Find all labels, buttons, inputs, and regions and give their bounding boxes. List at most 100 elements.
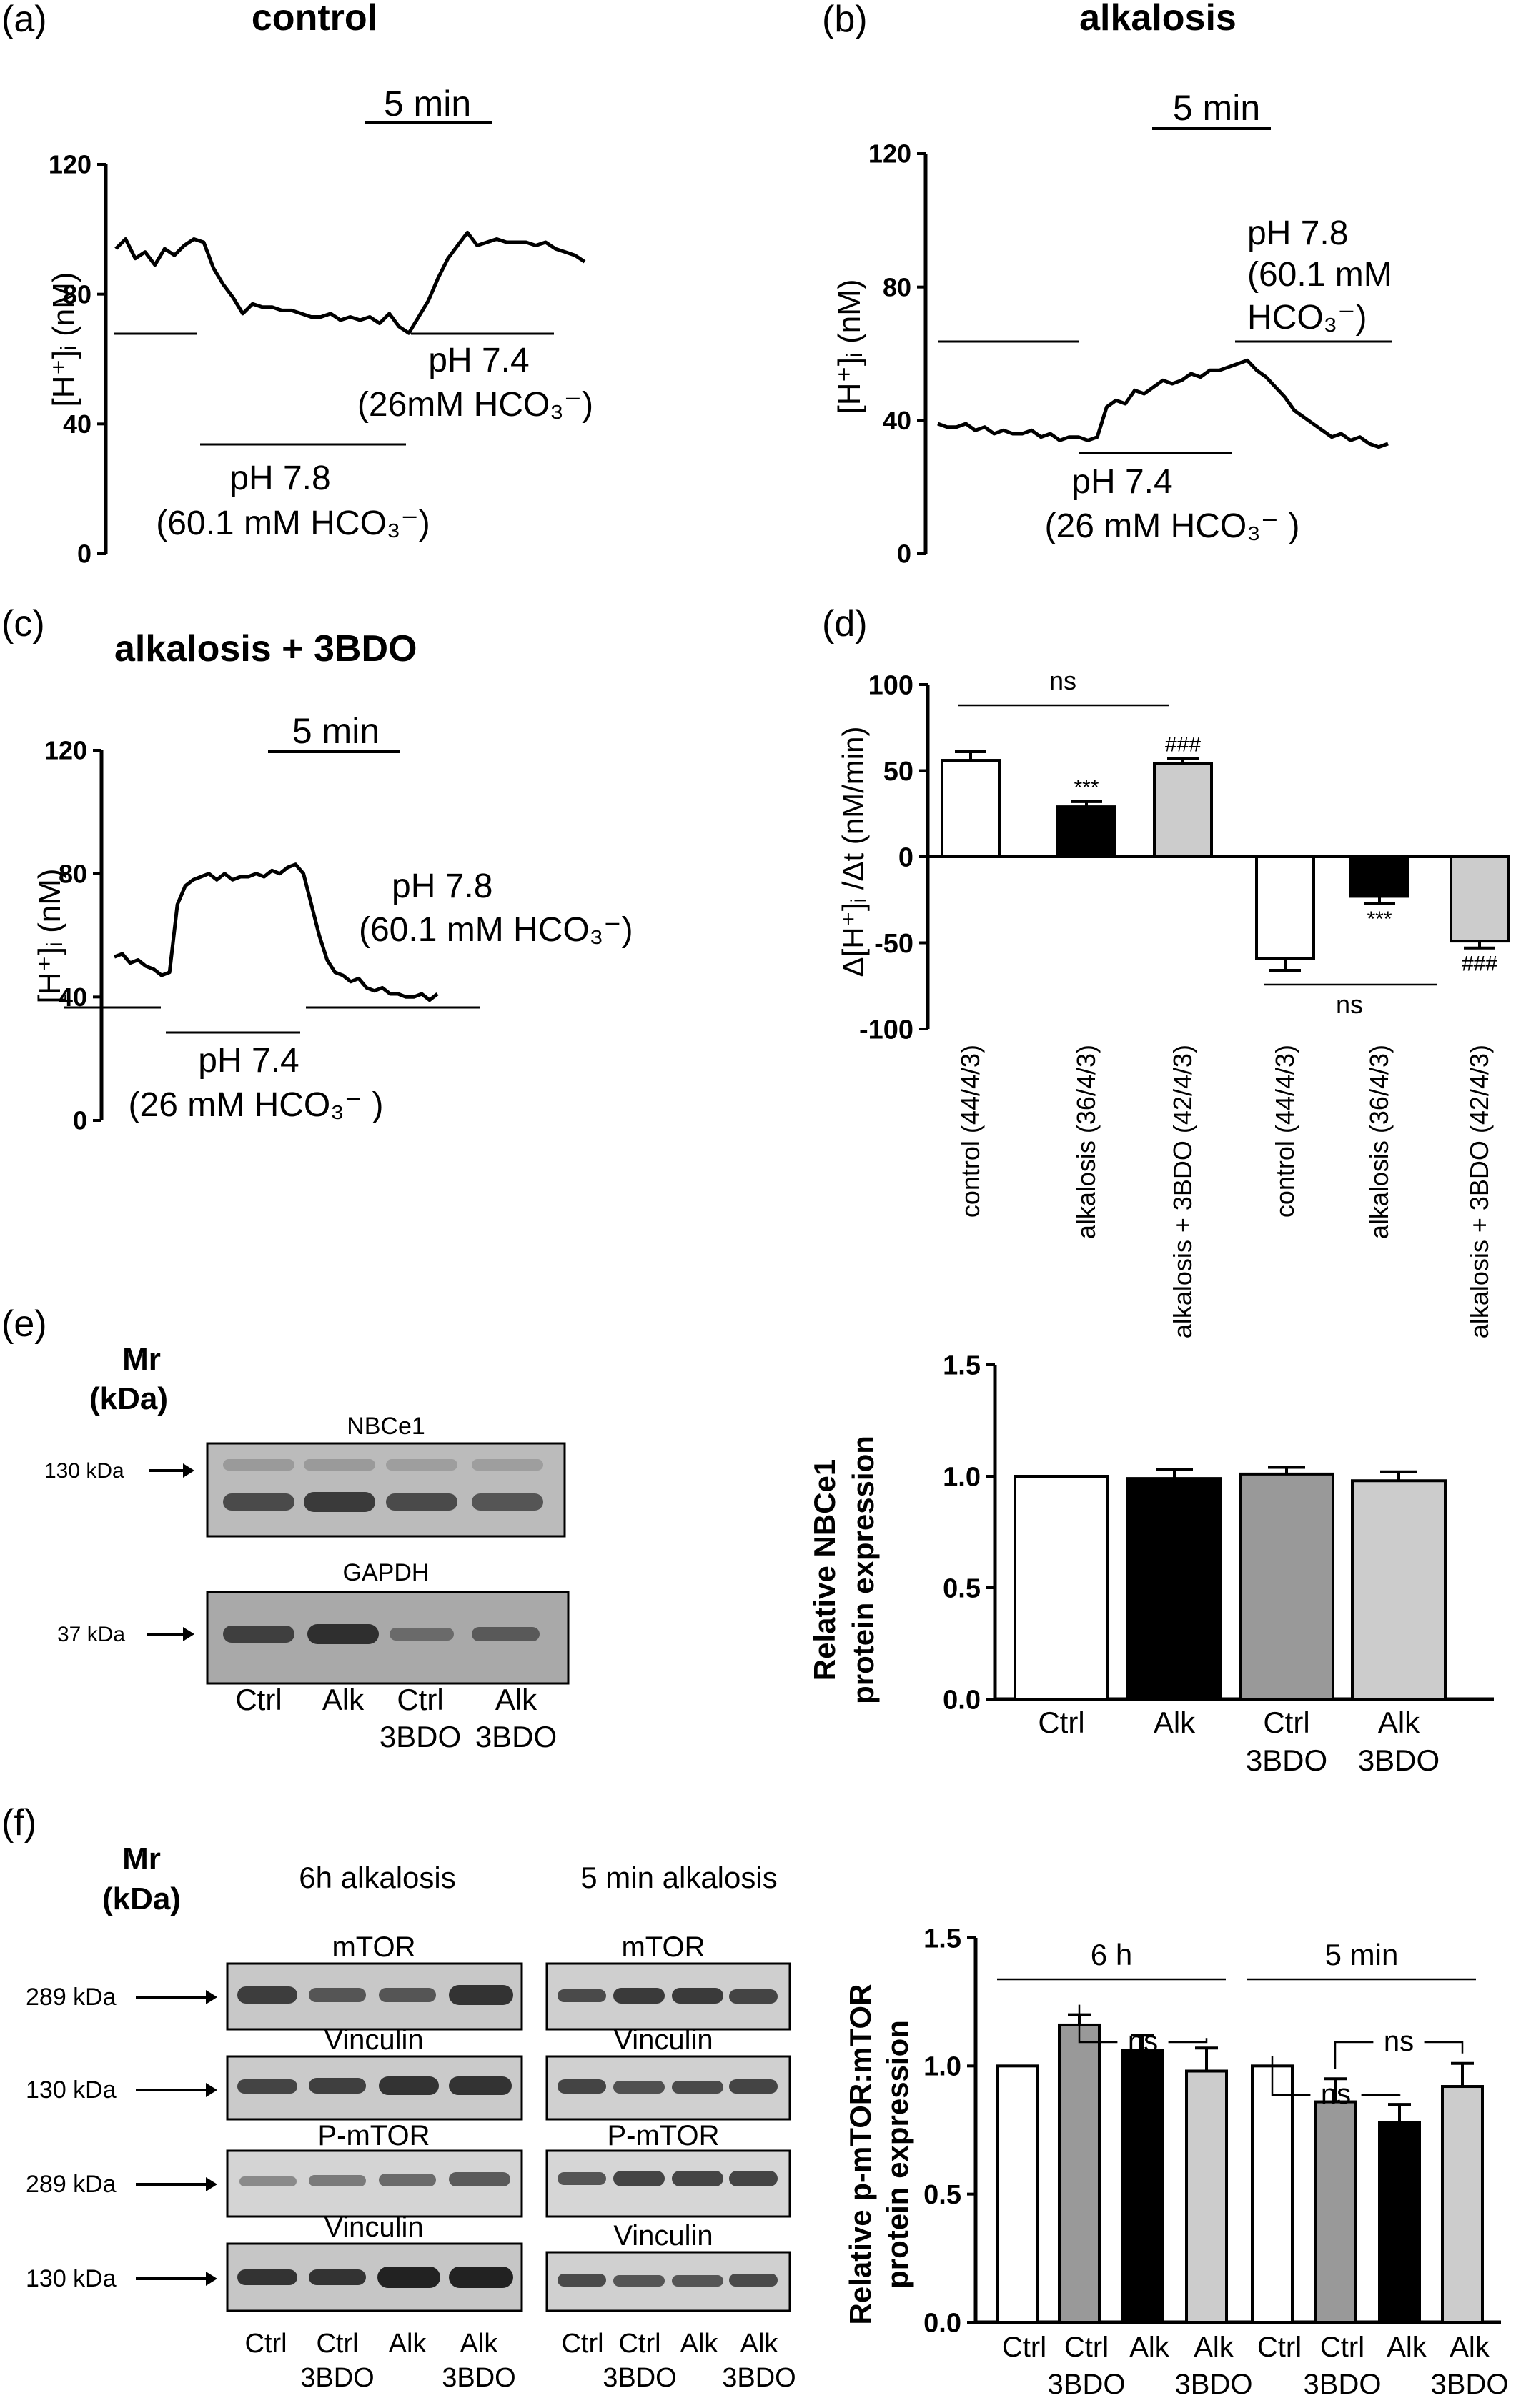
panel-f-ns-bracket-right xyxy=(1424,2041,1464,2054)
panel-c-ann1-line2: (26 mM HCO₃⁻ ) xyxy=(129,1086,384,1124)
panel-d-significance: ### xyxy=(1165,733,1201,757)
panel-f-label-mtor-2: mTOR xyxy=(621,1931,705,1963)
panel-f-lane3-5min: Alk xyxy=(680,2329,719,2359)
panel-f-category-label-2: 3BDO xyxy=(1175,2369,1253,2400)
panel-e-category-label-2: 3BDO xyxy=(1246,1743,1327,1777)
panel-e: (e) Mr (kDa) NBCe1 130 kDa GAPDH 3 xyxy=(1,1303,1494,1777)
panel-c-trace xyxy=(114,862,439,1002)
panel-f-lane4-5min-l2: 3BDO xyxy=(722,2363,796,2393)
panel-b: (b) alkalosis 5 min [H⁺]ᵢ (nM) 04080120 … xyxy=(822,0,1392,569)
panel-b-ann1-line1: pH 7.4 xyxy=(1071,463,1172,501)
panel-f-category-label: Alk xyxy=(1194,2332,1234,2363)
panel-f-bar xyxy=(1251,2064,1294,2324)
panel-e-category-label: Alk xyxy=(1378,1706,1420,1739)
panel-e-blot1-label: NBCe1 xyxy=(347,1413,425,1440)
panel-f-bar xyxy=(1058,2023,1101,2324)
panel-e-lane3-l1: Ctrl xyxy=(397,1683,443,1716)
panel-c-y-tick-label: 120 xyxy=(44,736,87,765)
panel-f-bracket-5min: 5 min xyxy=(1325,1938,1399,1971)
panel-a-ann2-line2: (26mM HCO₃⁻) xyxy=(357,386,593,424)
panel-e-ylabel-line2: protein expression xyxy=(846,1436,880,1704)
panel-a-scale-label: 5 min xyxy=(384,84,471,124)
panel-f-ns-label: ns xyxy=(1128,2026,1158,2057)
panel-b-ann2-line1: pH 7.8 xyxy=(1247,214,1348,252)
panel-d-y-tick-label: 50 xyxy=(883,757,913,787)
panel-f-category-label-2: 3BDO xyxy=(1431,2369,1509,2400)
panel-f-marker-3: 289 kDa xyxy=(26,2171,117,2198)
panel-f-bar xyxy=(996,2064,1039,2324)
panel-d-bars: *** ### *** ### control (44/4/3) alkalosis (3… xyxy=(928,733,1510,1338)
panel-f-lane3-6h: Alk xyxy=(389,2329,427,2359)
panel-f-lane4-6h-l2: 3BDO xyxy=(442,2363,515,2393)
panel-f-y-tick-label: 1.5 xyxy=(923,1924,961,1954)
panel-d-category-label: control (44/4/3) xyxy=(956,1045,985,1218)
panel-e-bar xyxy=(1126,1477,1222,1701)
panel-d-bar xyxy=(1056,805,1116,858)
panel-c-letter: (c) xyxy=(1,603,45,645)
panel-f-ns-label: ns xyxy=(1321,2079,1351,2110)
vinculin-blot-6h-2 xyxy=(226,2242,523,2312)
pmtor-blot-6h xyxy=(226,2149,523,2218)
panel-a-ylabel: [H⁺]ᵢ (nM) xyxy=(46,272,81,407)
panel-f-category-label: Alk xyxy=(1450,2332,1490,2363)
panel-f-category-label: Ctrl xyxy=(1320,2332,1364,2363)
panel-f-y-tick-label: 1.0 xyxy=(923,2052,961,2082)
panel-b-ylabel: [H⁺]ᵢ (nM) xyxy=(832,279,867,414)
panel-f-arrows xyxy=(136,1990,217,2286)
nbce1-blot xyxy=(206,1442,566,1538)
panel-d-ns-top: ns xyxy=(1049,666,1076,695)
panel-f-category-label: Ctrl xyxy=(1002,2332,1046,2363)
panel-f-ns-bracket-left xyxy=(1271,2056,1311,2096)
panel-d-y-tick-label: -100 xyxy=(859,1015,913,1045)
panel-b-y-tick-label: 0 xyxy=(897,539,911,569)
panel-c-y-tick-label: 0 xyxy=(73,1106,87,1135)
panel-e-y-tick-label: 0.0 xyxy=(943,1685,981,1715)
panel-e-arrow-1 xyxy=(149,1463,194,1478)
panel-e-mr-line2: (kDa) xyxy=(89,1381,168,1416)
panel-d-letter: (d) xyxy=(822,603,868,645)
pmtor-blot-5min xyxy=(545,2149,791,2218)
panel-a-letter: (a) xyxy=(1,0,47,40)
panel-f-category-label-2: 3BDO xyxy=(1304,2369,1382,2400)
panel-f-ns-bracket-left xyxy=(1078,2004,1118,2044)
panel-d-y-axis: 100 50 0 -50 -100 xyxy=(859,670,930,1045)
panel-a-trace xyxy=(114,230,586,335)
panel-b-letter: (b) xyxy=(822,0,868,40)
panel-f-ns-bracket-right xyxy=(1361,2094,1401,2096)
panel-a-title: control xyxy=(252,0,377,39)
panel-f-label-pmtor-2: P-mTOR xyxy=(607,2120,719,2151)
panel-e-category-label: Alk xyxy=(1154,1706,1196,1739)
panel-e-lane1-l1: Ctrl xyxy=(235,1683,282,1716)
panel-e-blot2-label: GAPDH xyxy=(343,1559,430,1586)
mtor-blot-6h xyxy=(226,1962,523,2031)
panel-e-y-tick-label: 1.5 xyxy=(943,1350,981,1380)
panel-d-bar xyxy=(1255,855,1315,960)
panel-c-y-tick-label: 80 xyxy=(59,859,87,888)
panel-f-ylabel-line1: Relative p-mTOR:mTOR xyxy=(843,1984,877,2325)
panel-c-ann2-line2: (60.1 mM HCO₃⁻) xyxy=(359,911,633,949)
panel-f-lane1-6h: Ctrl xyxy=(244,2329,287,2359)
panel-d-y-tick-label: 0 xyxy=(898,842,913,872)
panel-b-y-tick-label: 120 xyxy=(868,139,911,169)
panel-a-y-tick-label: 80 xyxy=(63,279,91,309)
gapdh-blot xyxy=(206,1591,570,1685)
panel-e-y-tick-label: 1.0 xyxy=(943,1462,981,1492)
panel-e-blot2-marker: 37 kDa xyxy=(57,1623,125,1646)
panel-e-category-label: Ctrl xyxy=(1038,1706,1084,1739)
panel-c-title: alkalosis + 3BDO xyxy=(114,628,417,670)
panel-c: (c) alkalosis + 3BDO 5 min [H⁺]ᵢ (nM) 04… xyxy=(1,603,633,1135)
panel-f-mr-line2: (kDa) xyxy=(102,1881,181,1916)
panel-f-label-pmtor-1: P-mTOR xyxy=(317,2120,430,2151)
panel-d-ns-bottom: ns xyxy=(1336,990,1363,1019)
panel-e-lane4-l1: Alk xyxy=(495,1683,537,1716)
panel-d-category-label: alkalosis + 3BDO (42/4/3) xyxy=(1168,1045,1197,1338)
panel-f-bar xyxy=(1378,2121,1421,2324)
vinculin-blot-5min-2 xyxy=(545,2251,791,2312)
panel-f-ylabel-line2: protein expression xyxy=(881,2020,914,2289)
panel-d-bar xyxy=(1450,855,1510,943)
panel-f-label-mtor-1: mTOR xyxy=(332,1931,415,1963)
panel-f-category-label: Ctrl xyxy=(1257,2332,1302,2363)
panel-f-group1: 6h alkalosis xyxy=(299,1861,455,1894)
panel-b-ann1-line2: (26 mM HCO₃⁻ ) xyxy=(1045,507,1300,545)
